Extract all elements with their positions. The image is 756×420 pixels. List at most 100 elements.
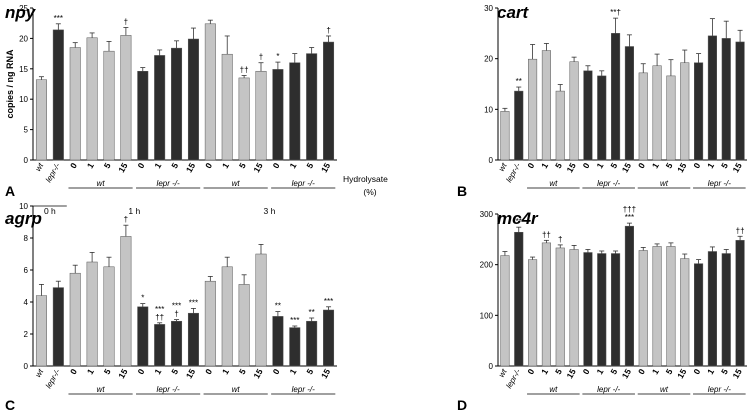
bar-agrp-5 [120, 236, 132, 367]
bar-cart-3 [541, 50, 551, 161]
x-tick-label: 0 [581, 367, 592, 376]
x-tick-label: 1 [650, 367, 661, 376]
group-label: lepr -/- [292, 179, 315, 188]
significance-label: † [124, 17, 128, 26]
time-label: 1 h [128, 206, 140, 216]
x-tick-label: 1 [287, 367, 298, 376]
bar-mc4r-14 [694, 263, 704, 367]
x-tick-label: 5 [304, 367, 315, 376]
group-label: wt [549, 179, 558, 188]
bar-cart-10 [638, 72, 648, 161]
bar-npy-17 [323, 41, 335, 161]
bar-cart-14 [694, 62, 704, 161]
group-label: lepr -/- [597, 179, 620, 188]
bar-npy-13 [255, 70, 267, 161]
y-tick-label: 20 [484, 55, 493, 64]
significance-label: *** [625, 213, 634, 222]
bar-cart-16 [721, 38, 731, 161]
significance-label: *** [324, 297, 333, 306]
x-tick-label: 0 [68, 367, 79, 376]
x-tick-label: 15 [620, 161, 634, 174]
bar-mc4r-16 [721, 253, 731, 367]
panel-letter: B [457, 183, 467, 199]
x-tick-label: 1 [85, 367, 96, 376]
x-tick-label: 15 [564, 161, 578, 174]
significance-label: *** [54, 14, 63, 23]
significance-label: * [276, 52, 279, 61]
x-tick-label: 15 [730, 367, 744, 380]
time-label: 0 h [44, 206, 56, 216]
bar-cart-2 [528, 58, 538, 161]
bar-agrp-11 [221, 266, 233, 367]
x-tick-label: 15 [184, 367, 198, 380]
x-tick-label: 15 [564, 367, 578, 380]
bar-agrp-13 [255, 253, 267, 367]
bar-mc4r-0 [500, 255, 510, 367]
significance-label: † [124, 215, 128, 224]
bar-cart-4 [555, 90, 565, 161]
panel-letter: C [5, 397, 15, 413]
bar-npy-1 [52, 29, 64, 161]
significance-label: † [326, 26, 330, 35]
x-tick-label: 5 [102, 367, 113, 376]
y-tick-label: 6 [24, 266, 29, 275]
x-tick-label: wt [497, 161, 509, 173]
x-tick-label: lepr-/- [44, 367, 62, 390]
significance-label: †† [542, 230, 551, 239]
y-tick-label: 10 [19, 95, 28, 104]
bar-npy-3 [86, 37, 98, 161]
bar-cart-12 [666, 75, 676, 161]
x-tick-label: lepr-/- [504, 161, 522, 184]
bar-npy-9 [187, 38, 199, 161]
bar-agrp-9 [187, 312, 199, 367]
group-label: lepr -/- [157, 385, 180, 394]
significance-label: †† [155, 313, 164, 322]
bar-npy-4 [103, 50, 115, 161]
bar-npy-7 [154, 55, 166, 161]
bar-agrp-3 [86, 261, 98, 367]
x-tick-label: 5 [719, 367, 730, 376]
x-tick-label: 15 [730, 161, 744, 174]
y-axis-label: copies / ng RNA [5, 49, 15, 119]
group-label: lepr -/- [708, 385, 731, 394]
bar-mc4r-1 [514, 231, 524, 367]
y-tick-label: 4 [24, 298, 29, 307]
bar-mc4r-4 [555, 247, 565, 367]
x-tick-label: 15 [319, 367, 333, 380]
significance-label: *** [290, 316, 299, 325]
x-tick-label: 15 [116, 161, 130, 174]
panel-letter: A [5, 183, 15, 199]
y-tick-label: 10 [19, 202, 28, 211]
y-tick-label: 25 [19, 4, 28, 13]
y-tick-label: 200 [480, 261, 494, 270]
group-label: wt [97, 385, 106, 394]
y-tick-label: 5 [24, 126, 29, 135]
y-tick-label: 100 [480, 311, 494, 320]
x-tick-label: 15 [251, 367, 265, 380]
x-tick-label: 5 [719, 161, 730, 170]
group-label: wt [232, 179, 241, 188]
bar-npy-2 [69, 47, 81, 161]
bar-agrp-6 [137, 306, 149, 367]
bar-mc4r-11 [652, 246, 662, 367]
x-tick-label: 1 [650, 161, 661, 170]
bar-agrp-7 [154, 324, 166, 367]
x-tick-label: 5 [553, 161, 564, 170]
bar-mc4r-6 [583, 252, 593, 367]
x-tick-label: 1 [220, 161, 231, 170]
bar-npy-16 [306, 53, 318, 161]
bar-npy-11 [221, 53, 233, 161]
significance-label: †† [736, 226, 745, 235]
x-tick-label: wt [497, 367, 509, 379]
bar-cart-7 [597, 75, 607, 161]
bar-cart-0 [500, 111, 510, 161]
x-tick-label: 1 [152, 367, 163, 376]
bar-agrp-2 [69, 272, 81, 367]
group-label: lepr -/- [708, 179, 731, 188]
x-tick-label: 0 [68, 161, 79, 170]
x-tick-label: lepr-/- [504, 367, 522, 390]
bar-npy-5 [120, 35, 132, 161]
x-tick-label: 5 [304, 161, 315, 170]
